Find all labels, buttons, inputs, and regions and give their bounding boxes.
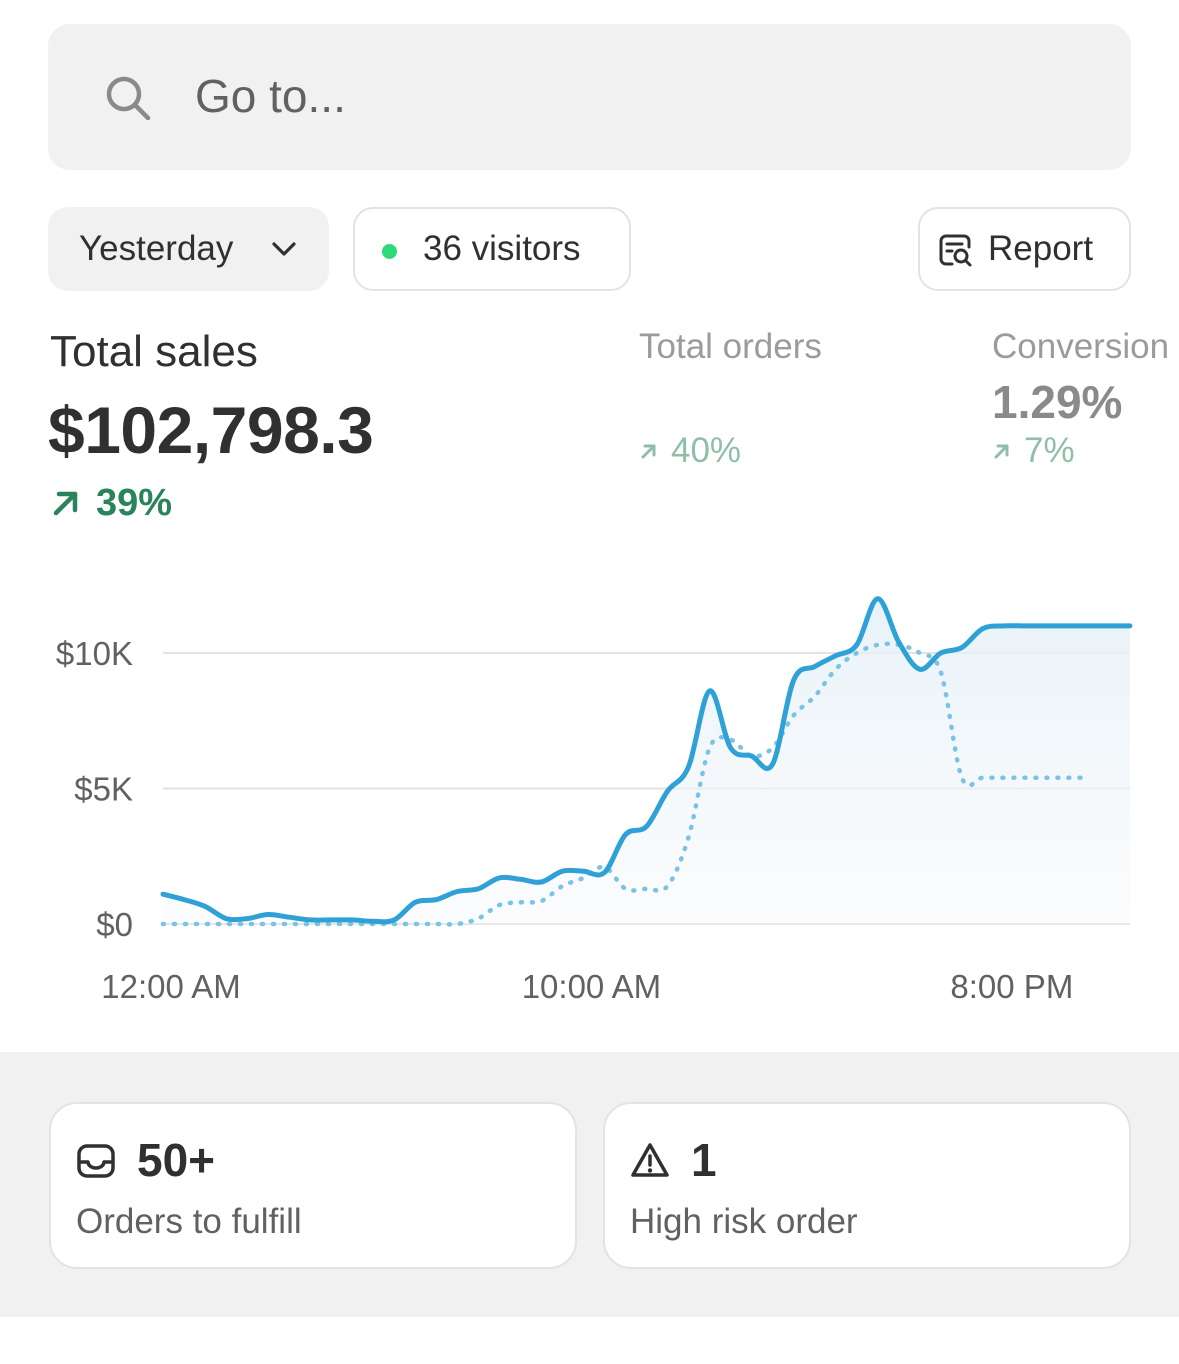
total-sales-value: $102,798.3 — [48, 393, 374, 467]
conversion-change-value: 7% — [1024, 431, 1075, 470]
y-tick-label: $0 — [96, 906, 133, 943]
report-label: Report — [988, 229, 1094, 268]
current-period-line — [160, 596, 1133, 925]
total-sales-change-value: 39% — [96, 482, 173, 524]
report-icon — [939, 234, 972, 267]
high-risk-order-card[interactable]: 1 High risk order — [603, 1102, 1131, 1269]
x-tick-label: 10:00 AM — [522, 968, 661, 1005]
date-range-label: Yesterday — [79, 229, 234, 268]
chevron-down-icon — [272, 242, 296, 256]
inbox-icon — [77, 1144, 115, 1178]
arrow-up-right-icon — [53, 491, 78, 516]
search-bar[interactable]: Go to... — [48, 24, 1131, 170]
date-range-dropdown[interactable]: Yesterday — [48, 207, 329, 291]
alert-triangle-icon — [631, 1143, 669, 1177]
total-sales-change: 39% — [50, 480, 172, 526]
orders-to-fulfill-label: Orders to fulfill — [76, 1202, 302, 1241]
sales-chart[interactable]: $0 $5K $10K 12:00 AM 10:00 AM 8:00 PM — [0, 560, 1179, 1020]
orders-to-fulfill-value: 50+ — [137, 1134, 216, 1186]
live-visitors-button[interactable]: 36 visitors — [353, 207, 631, 291]
search-icon — [106, 76, 151, 120]
arrow-up-right-icon — [641, 444, 656, 459]
conversion-value: 1.29% — [992, 376, 1123, 428]
total-orders-change: 40% — [639, 430, 741, 472]
search-input[interactable]: Go to... — [195, 70, 346, 122]
total-orders-change-value: 40% — [671, 431, 742, 470]
y-tick-label: $10K — [56, 635, 133, 672]
visitors-label: 36 visitors — [423, 229, 581, 268]
high-risk-order-value: 1 — [691, 1134, 717, 1186]
total-sales-title: Total sales — [50, 327, 258, 376]
current-period-area — [163, 598, 1130, 924]
report-button[interactable]: Report — [918, 207, 1131, 291]
x-tick-label: 8:00 PM — [950, 968, 1073, 1005]
y-tick-label: $5K — [74, 771, 133, 808]
live-dot-icon — [382, 244, 397, 259]
high-risk-order-label: High risk order — [630, 1202, 858, 1241]
previous-period-line — [160, 641, 1091, 927]
conversion-change: 7% — [992, 430, 1075, 472]
total-orders-title: Total orders — [639, 327, 822, 366]
conversion-title: Conversion — [992, 327, 1170, 366]
arrow-up-right-icon — [994, 444, 1009, 459]
orders-to-fulfill-card[interactable]: 50+ Orders to fulfill — [49, 1102, 577, 1269]
x-tick-label: 12:00 AM — [101, 968, 240, 1005]
